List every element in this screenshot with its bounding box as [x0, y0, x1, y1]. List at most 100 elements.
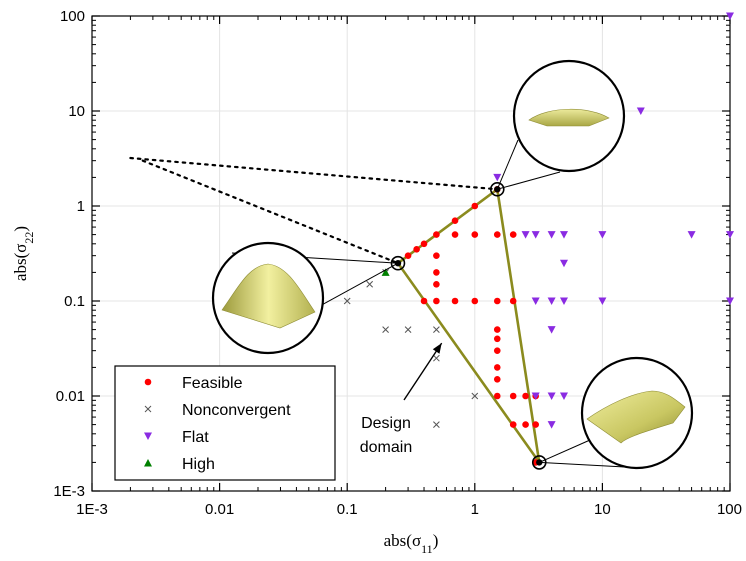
feasible-point	[451, 217, 459, 225]
plot-frame	[91, 15, 731, 492]
legend-box	[114, 365, 336, 481]
nonconvergent-point	[433, 354, 440, 362]
flat-point	[598, 297, 607, 305]
flat-point	[598, 231, 607, 239]
feasible-point	[493, 392, 501, 400]
feasible-point	[509, 297, 517, 305]
nonconvergent-point	[366, 280, 374, 288]
flat-point	[726, 297, 734, 305]
feasible-point	[471, 202, 479, 210]
peak-surface	[221, 263, 316, 329]
surface-insets	[211, 59, 694, 470]
design-domain	[396, 186, 541, 464]
legend-label-flat: Flat	[182, 429, 209, 446]
nonconvergent-point	[343, 297, 351, 305]
feasible-point	[509, 392, 517, 400]
flat-point	[521, 231, 530, 239]
x-stroke	[433, 421, 440, 428]
high-point	[381, 268, 390, 276]
inset-anchor-dot	[494, 186, 501, 193]
y-tick-label: 100	[60, 8, 85, 25]
nonconvergent-point	[433, 326, 440, 333]
design-domain-triangle	[396, 186, 541, 464]
feasible-point	[433, 269, 440, 276]
inset-anchor-ring	[489, 181, 505, 197]
feasible-point	[509, 231, 517, 238]
flat-point	[559, 259, 568, 268]
axis-ticks	[91, 15, 731, 492]
x-stroke	[404, 326, 412, 333]
x-stroke	[433, 354, 440, 362]
inset-connector	[539, 439, 591, 463]
legend-marker-nonconvergent	[144, 405, 152, 413]
feasible-point	[522, 392, 529, 400]
y-tick-label: 10	[68, 103, 85, 120]
feasible-point	[493, 326, 501, 333]
flat-point	[547, 297, 556, 305]
inset-connector	[497, 171, 561, 190]
feasible-point	[493, 335, 501, 343]
feasible-point	[522, 421, 529, 428]
feasible-point	[413, 246, 420, 253]
legend-marker-flat	[144, 432, 152, 440]
feasible-point	[532, 421, 539, 428]
legend-marker-high	[144, 459, 152, 467]
feasible-point	[471, 297, 479, 305]
y-tick-label: 0.01	[56, 388, 85, 405]
x-stroke	[343, 297, 351, 305]
x-stroke	[366, 280, 374, 288]
feasible-point	[493, 297, 501, 305]
inset-anchor-ring	[531, 455, 547, 470]
feasible-point	[471, 231, 479, 238]
dotted-guides	[129, 156, 499, 265]
flat-point	[531, 231, 540, 239]
x-stroke	[382, 326, 389, 333]
feasible-point	[420, 297, 428, 305]
inset-anchor-dot	[536, 459, 543, 466]
feasible-point	[493, 231, 501, 238]
flat-point	[559, 231, 568, 239]
feasible-point	[493, 347, 501, 354]
feasible-point	[433, 231, 440, 238]
annotation-text: domain	[360, 439, 412, 456]
x-stroke	[433, 326, 440, 333]
flat-point	[687, 231, 696, 239]
flat-point	[547, 392, 556, 400]
feasible-point	[404, 252, 412, 259]
x-stroke	[471, 392, 479, 400]
design-domain-annotation: Design domain	[360, 342, 443, 456]
x-tick-label: 100	[717, 501, 742, 518]
x-tick-label: 1	[471, 501, 479, 518]
nonconvergent-point	[471, 392, 479, 400]
legend-marker-feasible	[144, 378, 152, 386]
nonconvergent-point	[382, 326, 389, 333]
flat-point	[547, 231, 556, 239]
legend-label-feasible: Feasible	[182, 375, 243, 392]
feasible-point	[433, 252, 440, 259]
inset-connector	[496, 139, 519, 190]
y-axis-label: abs(σ22)	[11, 226, 36, 281]
feasible-point	[420, 240, 428, 248]
feasible-point	[433, 280, 440, 288]
feasible-point	[451, 231, 459, 238]
annotation-arrow-head	[432, 343, 442, 354]
feasible-point	[433, 297, 440, 305]
wavy-surface	[586, 390, 686, 444]
x-tick-label: 10	[594, 501, 611, 518]
inset-connector	[539, 461, 626, 468]
dotted-guide-line	[141, 159, 400, 265]
annotation-arrow-line	[403, 342, 443, 401]
feasible-point	[493, 364, 501, 371]
inset-anchor-dot	[394, 259, 402, 267]
feasible-point	[493, 375, 501, 383]
legend: Feasible Nonconvergent Flat High	[114, 365, 336, 481]
flat-point	[559, 392, 568, 400]
flat-point	[726, 231, 734, 239]
feasible-point	[509, 421, 517, 428]
y-tick-label: 1E-3	[53, 483, 85, 500]
y-tick-label: 1	[77, 198, 85, 215]
x-axis-label: abs(σ11)	[384, 531, 439, 556]
legend-label-nonconvergent: Nonconvergent	[182, 402, 291, 419]
legend-label-high: High	[182, 456, 215, 473]
